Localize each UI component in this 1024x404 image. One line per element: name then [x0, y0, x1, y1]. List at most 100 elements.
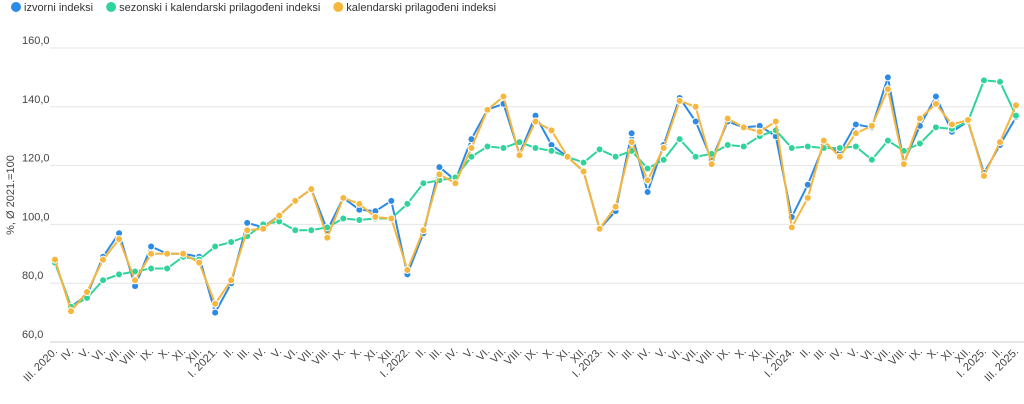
data-point — [611, 202, 620, 211]
data-point — [755, 127, 764, 136]
data-point — [979, 171, 988, 180]
data-point — [387, 214, 396, 223]
x-tick-label: VIII. — [502, 346, 524, 368]
data-point — [531, 117, 540, 126]
y-tick-label: 100,0 — [22, 211, 50, 223]
x-tick-label: IV. — [443, 346, 460, 363]
data-point — [627, 138, 636, 147]
legend-marker — [11, 2, 21, 12]
data-point — [915, 139, 924, 148]
data-point — [531, 143, 540, 152]
data-point — [419, 179, 428, 188]
x-tick-label: VIII. — [310, 346, 332, 368]
data-point — [883, 136, 892, 145]
data-point — [771, 117, 780, 126]
data-point — [371, 213, 380, 222]
data-point — [499, 143, 508, 152]
data-point — [435, 163, 444, 172]
x-tick-label: IV. — [828, 346, 845, 363]
y-tick-label: 60,0 — [22, 329, 43, 341]
data-point — [147, 264, 156, 273]
data-point — [99, 255, 108, 264]
data-point — [787, 143, 796, 152]
data-point — [899, 160, 908, 169]
data-point — [659, 155, 668, 164]
x-tick-label: X. — [733, 346, 749, 362]
data-point — [355, 199, 364, 208]
data-point — [275, 211, 284, 220]
data-point — [691, 152, 700, 161]
x-tick-label: VIII. — [118, 346, 140, 368]
data-point — [851, 129, 860, 138]
data-point — [211, 308, 220, 317]
legend-marker — [333, 2, 344, 12]
y-tick-label: 120,0 — [22, 153, 50, 165]
x-tick-label: V. — [846, 346, 861, 361]
data-point — [947, 120, 956, 129]
data-point — [595, 224, 604, 233]
data-point — [483, 105, 492, 114]
legend-label: izvorni indeksi — [24, 2, 93, 14]
data-point — [131, 276, 140, 285]
data-point — [291, 196, 300, 205]
data-point — [643, 176, 652, 185]
data-point — [643, 164, 652, 173]
data-point — [979, 76, 988, 85]
x-tick-label: III. — [427, 346, 444, 363]
data-point — [227, 238, 236, 247]
data-point — [387, 196, 396, 205]
data-point — [627, 129, 636, 138]
data-point — [691, 102, 700, 111]
data-point — [83, 288, 92, 297]
data-point — [851, 120, 860, 129]
data-point — [867, 155, 876, 164]
data-point — [579, 167, 588, 176]
data-point — [515, 151, 524, 160]
data-point — [835, 152, 844, 161]
data-point — [579, 158, 588, 167]
data-point — [339, 193, 348, 202]
data-point — [611, 152, 620, 161]
data-point — [243, 218, 252, 227]
y-tick-label: 80,0 — [22, 270, 43, 282]
data-point — [995, 138, 1004, 147]
data-point — [819, 136, 828, 145]
data-point — [195, 258, 204, 267]
data-point — [659, 143, 668, 152]
data-point — [867, 121, 876, 130]
data-point — [883, 85, 892, 94]
x-tick-label: X. — [156, 346, 172, 362]
data-point — [931, 99, 940, 108]
data-point — [323, 233, 332, 242]
data-point — [99, 276, 108, 285]
data-point — [355, 215, 364, 224]
x-tick-label: V. — [77, 346, 92, 361]
legend-label: kalendarski prilagođeni indeksi — [346, 2, 496, 14]
data-point — [931, 92, 940, 101]
legend-label: sezonski i kalendarski prilagođeni indek… — [119, 2, 320, 14]
data-point — [243, 226, 252, 235]
data-point — [595, 145, 604, 154]
data-point — [147, 242, 156, 251]
x-tick-label: VIII. — [887, 346, 909, 368]
x-tick-label: III. 2020. — [21, 346, 60, 385]
data-point — [307, 226, 316, 235]
data-point — [739, 142, 748, 151]
data-point — [803, 193, 812, 202]
data-point — [115, 235, 124, 244]
y-tick-label: 140,0 — [22, 94, 50, 106]
data-point — [563, 152, 572, 161]
data-point — [291, 226, 300, 235]
data-point — [435, 170, 444, 179]
x-tick-label: X. — [925, 346, 941, 362]
x-tick-label: V. — [654, 346, 669, 361]
data-point — [467, 143, 476, 152]
data-point — [723, 114, 732, 123]
data-point — [1012, 101, 1020, 110]
data-point — [803, 142, 812, 151]
data-point — [403, 199, 412, 208]
data-point — [163, 264, 172, 273]
x-tick-label: II. — [798, 346, 813, 361]
x-tick-label: IX. — [523, 346, 541, 364]
data-point — [115, 270, 124, 279]
